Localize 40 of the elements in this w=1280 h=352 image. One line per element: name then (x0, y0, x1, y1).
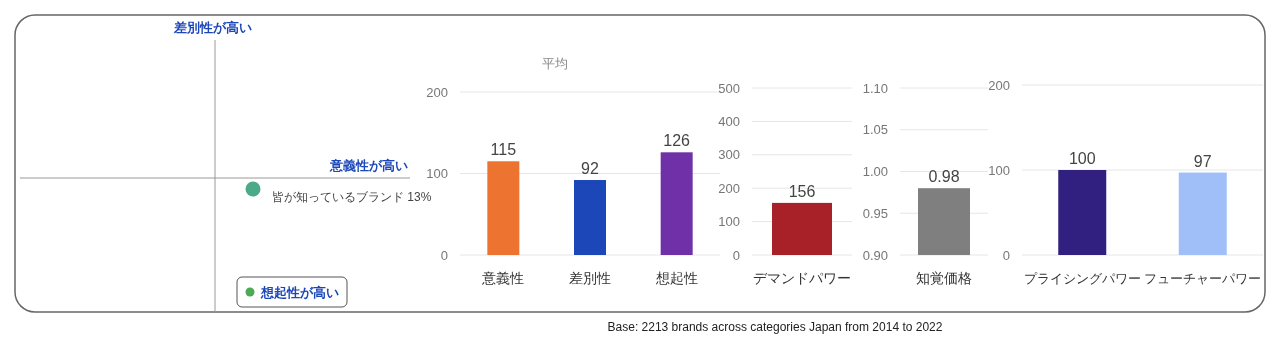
bar (487, 161, 520, 255)
y-tick-label: 1.05 (862, 122, 888, 138)
x-tick-label: フューチャーパワー (1144, 272, 1262, 286)
y-tick-label: 0 (1002, 247, 1010, 263)
y-tick-label: 500 (718, 80, 740, 96)
bar (660, 152, 693, 255)
x-tick-label: プライシングパワー (1023, 272, 1141, 286)
data-label: 92 (581, 160, 599, 178)
data-label: 100 (1068, 150, 1096, 167)
y-tick-label: 300 (718, 147, 740, 163)
y-tick-label: 400 (718, 113, 740, 129)
x-tick-label: 想起性 (654, 270, 698, 286)
data-label: 156 (788, 182, 816, 200)
y-tick-label: 100 (426, 166, 448, 181)
y-tick-label: 200 (718, 180, 740, 196)
x-tick-label: デマンドパワー (753, 270, 851, 286)
y-tick-label: 100 (988, 162, 1010, 178)
y-tick-label: 1.10 (862, 80, 888, 96)
x-tick-label: 差別性 (569, 270, 611, 286)
y-tick-label: 0 (732, 247, 740, 263)
data-label: 126 (663, 132, 691, 150)
text: 想起性が高い (260, 285, 339, 300)
text: Base: 2213 brands across categories Japan from 2014 to 2022 (607, 320, 943, 334)
y-tick-label: 200 (988, 77, 1010, 93)
bar (574, 180, 606, 255)
x-tick-label: 意義性 (481, 270, 525, 286)
y-tick-label: 1.00 (862, 164, 888, 179)
data-label: 0.98 (928, 168, 960, 186)
y-tick-label: 200 (426, 84, 448, 100)
y-tick-label: 0.95 (862, 205, 888, 221)
chart-title: 平均 (542, 56, 568, 71)
y-tick-label: 100 (718, 214, 740, 230)
text: 皆が知っているブランド 13% (272, 190, 432, 204)
y-tick-label: 0.90 (862, 247, 888, 263)
x-tick-label: 知覚価格 (916, 270, 972, 286)
data-label: 97 (1193, 152, 1212, 170)
text: 差別性が高い (173, 20, 252, 35)
data-label: 115 (490, 141, 517, 159)
y-tick-label: 0 (440, 247, 448, 263)
text: 意義性が高い (329, 158, 408, 173)
